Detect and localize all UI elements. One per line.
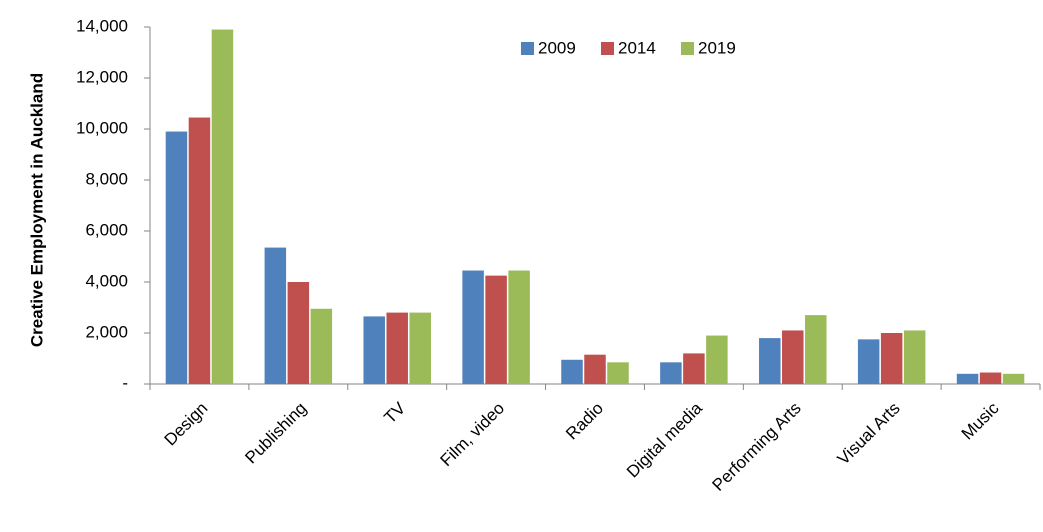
bar <box>584 354 606 384</box>
bar <box>264 247 287 384</box>
y-tick-label: 10,000 <box>76 118 128 137</box>
y-tick-label: 2,000 <box>85 322 128 341</box>
legend-swatch <box>601 42 614 55</box>
bar <box>485 275 507 384</box>
bar <box>1002 373 1025 384</box>
legend-label: 2014 <box>618 38 656 57</box>
legend-label: 2009 <box>538 38 576 57</box>
bar <box>706 335 728 384</box>
bar <box>409 312 431 384</box>
legend-swatch <box>521 42 534 55</box>
bar <box>607 362 629 384</box>
bar <box>310 308 333 384</box>
bar <box>363 316 385 384</box>
y-tick-label: 12,000 <box>76 67 128 86</box>
x-tick-label: Design <box>161 399 212 450</box>
bar <box>165 131 188 384</box>
bar <box>956 373 979 384</box>
bar <box>386 312 408 384</box>
y-axis-title: Creative Employment in Auckland <box>27 73 46 347</box>
x-tick-label: Radio <box>562 399 607 444</box>
y-tick-label: 14,000 <box>76 16 128 35</box>
bar <box>508 270 530 384</box>
bar <box>462 270 484 384</box>
bar <box>561 359 583 384</box>
bar <box>759 338 781 384</box>
bar <box>782 330 804 384</box>
x-tick-label: TV <box>380 398 409 427</box>
bar <box>979 372 1002 384</box>
x-tick-label: Film, video <box>437 399 509 471</box>
y-tick-label: - <box>122 373 128 392</box>
bar <box>188 117 211 385</box>
bar <box>880 333 903 384</box>
legend-swatch <box>681 42 694 55</box>
y-tick-label: 4,000 <box>85 271 128 290</box>
bar <box>857 339 880 384</box>
bar <box>903 330 926 384</box>
bar <box>805 315 827 384</box>
y-tick-label: 8,000 <box>85 169 128 188</box>
x-tick-label: Performing Arts <box>709 399 805 495</box>
legend-label: 2019 <box>698 38 736 57</box>
bar <box>660 362 682 384</box>
bar <box>211 29 234 385</box>
x-tick-label: Visual Arts <box>834 399 904 469</box>
bar <box>683 353 705 384</box>
x-tick-label: Publishing <box>241 399 310 468</box>
x-tick-label: Music <box>958 398 1003 443</box>
y-tick-label: 6,000 <box>85 220 128 239</box>
bar <box>287 282 310 384</box>
x-tick-label: Digital media <box>623 398 706 481</box>
